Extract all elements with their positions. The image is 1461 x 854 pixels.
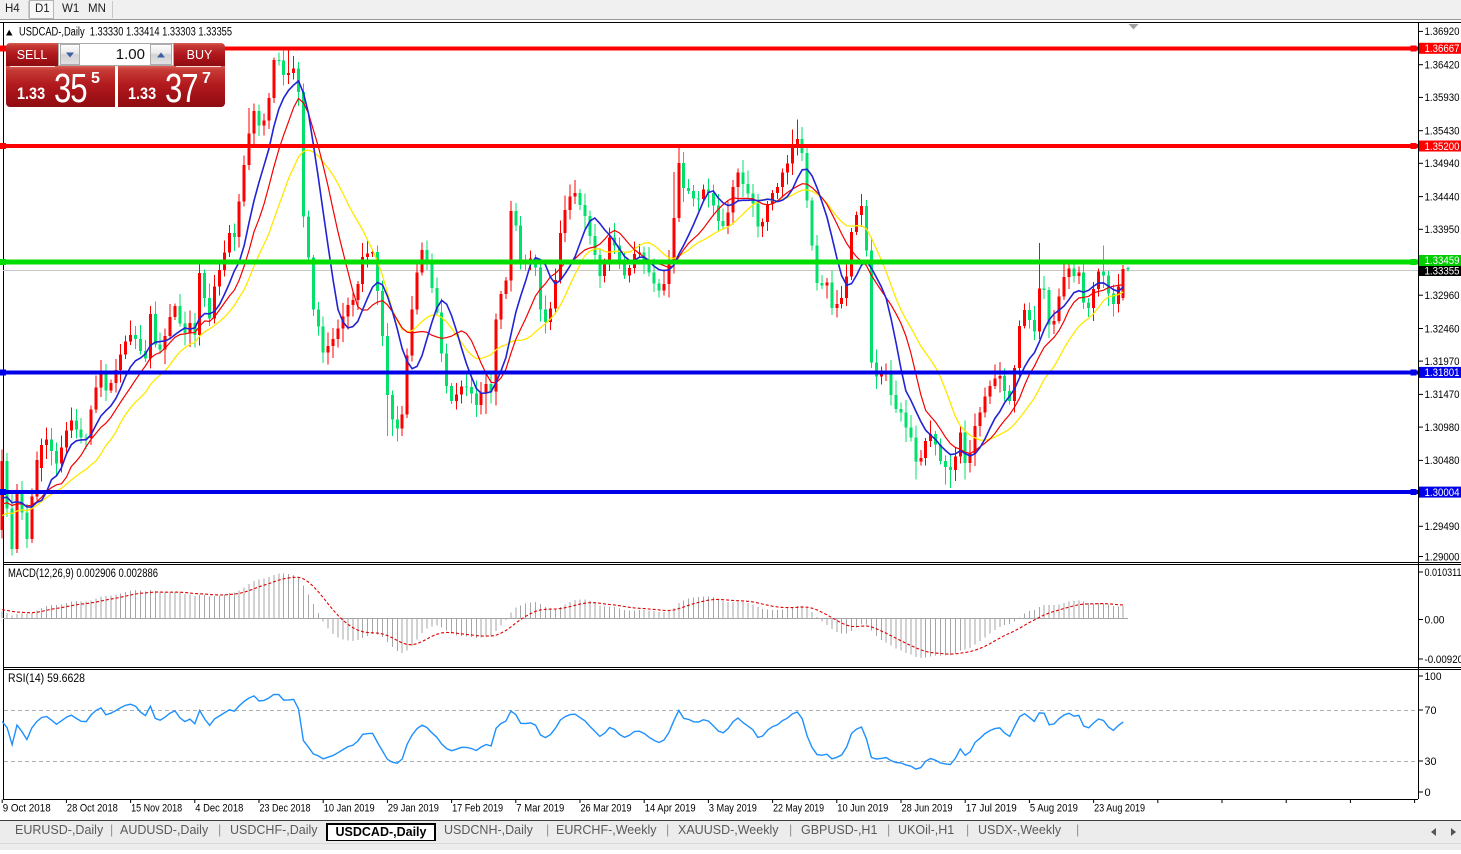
svg-text:1.31470: 1.31470 bbox=[1425, 389, 1460, 401]
svg-text:1.35200: 1.35200 bbox=[1425, 141, 1460, 153]
svg-text:1.36667: 1.36667 bbox=[1425, 43, 1460, 55]
svg-text:1.33950: 1.33950 bbox=[1425, 224, 1460, 236]
svg-text:1.34440: 1.34440 bbox=[1425, 191, 1460, 203]
svg-text:7 Mar 2019: 7 Mar 2019 bbox=[516, 803, 564, 815]
svg-text:0.00: 0.00 bbox=[1425, 614, 1445, 626]
svg-text:28 Jun 2019: 28 Jun 2019 bbox=[902, 803, 953, 815]
svg-text:4 Dec 2018: 4 Dec 2018 bbox=[195, 803, 243, 815]
svg-text:10 Jan 2019: 10 Jan 2019 bbox=[324, 803, 375, 815]
svg-text:1.31970: 1.31970 bbox=[1425, 356, 1460, 368]
svg-text:1.36420: 1.36420 bbox=[1425, 60, 1460, 72]
svg-text:MACD(12,26,9) 0.002906 0.00288: MACD(12,26,9) 0.002906 0.002886 bbox=[8, 568, 158, 580]
svg-text:1.34940: 1.34940 bbox=[1425, 158, 1460, 170]
svg-text:10 Jun 2019: 10 Jun 2019 bbox=[837, 803, 888, 815]
svg-text:1.29000: 1.29000 bbox=[1425, 551, 1460, 563]
svg-text:70: 70 bbox=[1425, 705, 1437, 717]
svg-text:30: 30 bbox=[1425, 756, 1437, 768]
svg-text:29 Jan 2019: 29 Jan 2019 bbox=[388, 803, 439, 815]
svg-text:1.31801: 1.31801 bbox=[1425, 367, 1460, 379]
svg-text:1.35430: 1.35430 bbox=[1425, 126, 1460, 138]
svg-text:17 Feb 2019: 17 Feb 2019 bbox=[452, 803, 503, 815]
svg-text:14 Apr 2019: 14 Apr 2019 bbox=[645, 803, 696, 815]
svg-text:RSI(14) 59.6628: RSI(14) 59.6628 bbox=[8, 673, 85, 685]
svg-text:-0.009203: -0.009203 bbox=[1425, 654, 1461, 666]
svg-text:0.010311: 0.010311 bbox=[1425, 567, 1461, 579]
svg-text:23 Aug 2019: 23 Aug 2019 bbox=[1094, 803, 1145, 815]
svg-text:15 Nov 2018: 15 Nov 2018 bbox=[131, 803, 182, 815]
svg-text:1.29490: 1.29490 bbox=[1425, 521, 1460, 533]
svg-text:1.32460: 1.32460 bbox=[1425, 323, 1460, 335]
svg-text:22 May 2019: 22 May 2019 bbox=[773, 803, 824, 815]
svg-text:1.35930: 1.35930 bbox=[1425, 92, 1460, 104]
svg-text:0: 0 bbox=[1425, 787, 1431, 799]
svg-text:1.30480: 1.30480 bbox=[1425, 455, 1460, 467]
svg-text:3 May 2019: 3 May 2019 bbox=[709, 803, 757, 815]
svg-text:1.36920: 1.36920 bbox=[1425, 26, 1460, 38]
svg-text:26 Mar 2019: 26 Mar 2019 bbox=[581, 803, 632, 815]
svg-text:1.30004: 1.30004 bbox=[1425, 487, 1460, 499]
svg-text:1.33355: 1.33355 bbox=[1425, 265, 1460, 277]
svg-text:5 Aug 2019: 5 Aug 2019 bbox=[1030, 803, 1078, 815]
svg-text:9 Oct 2018: 9 Oct 2018 bbox=[3, 803, 51, 815]
svg-text:100: 100 bbox=[1425, 671, 1442, 683]
svg-text:USDCAD-,Daily 1.33330 1.33414: USDCAD-,Daily 1.33330 1.33414 1.33303 1.… bbox=[19, 27, 232, 39]
svg-text:1.32960: 1.32960 bbox=[1425, 290, 1460, 302]
svg-text:17 Jul 2019: 17 Jul 2019 bbox=[966, 803, 1017, 815]
svg-text:1.30980: 1.30980 bbox=[1425, 422, 1460, 434]
svg-text:23 Dec 2018: 23 Dec 2018 bbox=[260, 803, 311, 815]
svg-text:28 Oct 2018: 28 Oct 2018 bbox=[67, 803, 118, 815]
